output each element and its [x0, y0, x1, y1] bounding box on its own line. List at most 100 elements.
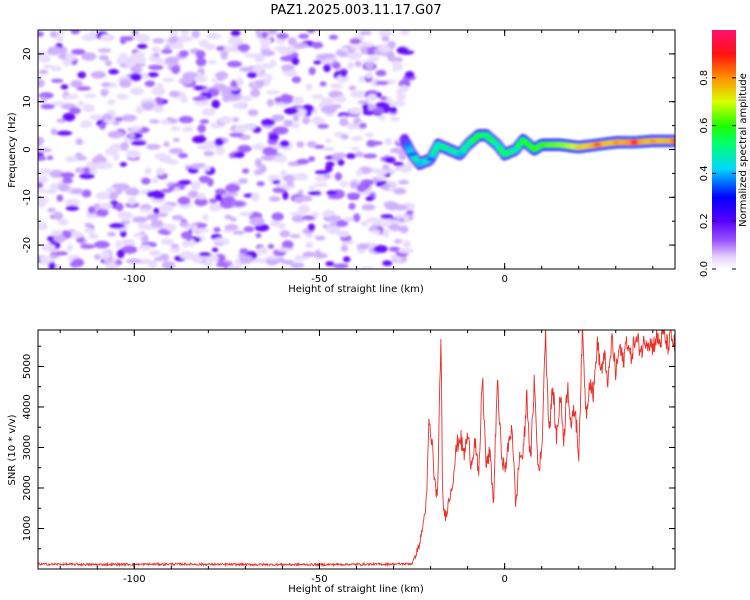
ridge-point [511, 147, 520, 152]
noise-speckle [349, 181, 359, 189]
noise-speckle [115, 240, 122, 249]
noise-speckle [56, 118, 67, 123]
y-tick-label: 4000 [22, 394, 33, 419]
noise-speckle [83, 167, 90, 175]
noise-speckle [169, 43, 184, 50]
noise-speckle [84, 222, 93, 228]
noise-speckle [340, 245, 349, 252]
signal-ridge [399, 129, 675, 170]
noise-speckle [360, 179, 375, 186]
noise-speckle [302, 116, 311, 125]
noise-speckle [390, 147, 405, 154]
noise-speckle [77, 155, 87, 161]
noise-speckle [251, 192, 260, 202]
noise-speckle [170, 126, 180, 132]
noise-speckle [321, 105, 337, 114]
noise-speckle [323, 63, 331, 73]
noise-speckle [396, 46, 409, 55]
colorbar-tick-label: 0.4 [699, 165, 710, 181]
noise-speckle [297, 190, 304, 195]
noise-speckle [363, 153, 378, 159]
noise-speckle [268, 30, 278, 36]
noise-speckle [237, 144, 252, 153]
spectrogram-ticks: -100 -50 0 20 10 0 -10 -20 [22, 29, 675, 285]
noise-speckle [60, 84, 69, 90]
noise-speckle [394, 214, 409, 219]
noise-speckle [299, 195, 313, 202]
noise-speckle [125, 189, 134, 196]
noise-speckle [247, 71, 258, 79]
noise-speckle [278, 48, 294, 56]
y-tick-label: 0 [22, 146, 33, 152]
noise-speckle [230, 217, 237, 222]
noise-speckle [211, 99, 220, 109]
noise-speckle [116, 249, 125, 259]
noise-speckle [298, 33, 309, 39]
snr-series-line [38, 330, 675, 568]
noise-speckle [215, 146, 225, 156]
noise-speckle [90, 71, 106, 79]
noise-speckle [187, 190, 199, 199]
noise-speckle [208, 202, 222, 212]
noise-speckle [232, 117, 240, 122]
noise-speckle [98, 202, 113, 210]
noise-speckle [393, 161, 404, 167]
noise-speckle [50, 78, 64, 83]
noise-speckle [195, 57, 207, 67]
noise-speckle [359, 123, 367, 129]
noise-speckle [162, 77, 175, 83]
noise-speckle [154, 257, 163, 262]
noise-speckle [57, 30, 66, 36]
noise-speckle [346, 192, 361, 199]
noise-speckle [120, 141, 129, 151]
noise-speckle [372, 107, 384, 114]
noise-speckle [207, 59, 217, 65]
chart-title: PAZ1.2025.003.11.17.G07 [270, 3, 441, 18]
noise-speckle [281, 93, 290, 99]
noise-speckle [104, 147, 118, 156]
noise-speckle [377, 174, 385, 181]
noise-speckle [129, 73, 142, 82]
ridge-point [463, 142, 472, 147]
noise-speckle [125, 149, 141, 159]
noise-speckle [151, 46, 161, 53]
ridge-point [671, 138, 675, 143]
noise-speckle [362, 103, 369, 112]
noise-speckle [375, 80, 389, 86]
noise-speckle [68, 231, 84, 239]
noise-speckle [200, 92, 212, 97]
noise-speckle [171, 30, 178, 37]
noise-speckle [119, 79, 132, 88]
noise-speckle [224, 86, 240, 91]
noise-speckle [254, 223, 270, 232]
noise-speckle [268, 133, 280, 141]
noise-speckle [296, 141, 305, 148]
noise-speckle [48, 262, 56, 269]
ridge-point [593, 142, 602, 147]
noise-speckle [391, 204, 408, 211]
noise-speckle [338, 112, 350, 118]
noise-speckle [365, 71, 374, 79]
snr-x-axis-label: Height of straight line (km) [288, 584, 424, 595]
noise-speckle [276, 33, 289, 40]
noise-speckle [152, 104, 164, 113]
noise-speckle [232, 102, 246, 109]
noise-speckle [339, 180, 349, 188]
noise-speckle [364, 132, 374, 138]
noise-speckle [238, 211, 253, 217]
noise-speckle [191, 30, 200, 39]
noise-speckle [87, 206, 96, 214]
noise-speckle [81, 189, 92, 198]
noise-speckle [311, 94, 324, 100]
noise-speckle [38, 54, 51, 63]
noise-speckle [279, 140, 290, 148]
noise-speckle [214, 138, 224, 147]
noise-speckle [377, 115, 386, 121]
noise-speckle [398, 248, 414, 254]
noise-speckle [291, 215, 304, 223]
noise-speckle [390, 116, 400, 122]
noise-speckle [247, 109, 259, 117]
noise-speckle [65, 198, 80, 208]
noise-speckle [216, 46, 225, 51]
noise-speckle [39, 168, 52, 175]
